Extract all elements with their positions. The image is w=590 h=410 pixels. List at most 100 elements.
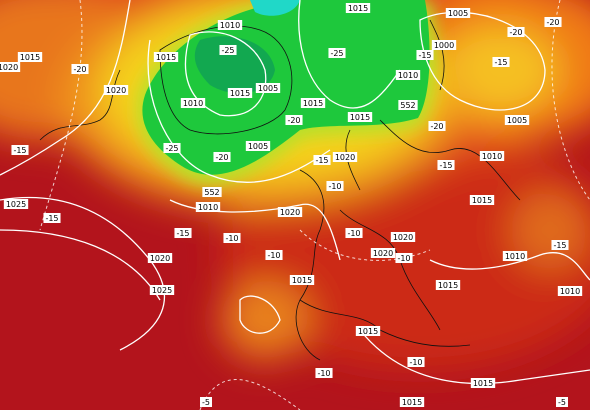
contour-label: -15 [174,228,192,238]
label-text: -20 [73,65,86,74]
label-box [180,98,206,108]
label-box [313,155,331,165]
contour-label: -25 [219,45,237,55]
label-text: -10 [317,369,330,378]
label-text: -20 [215,153,228,162]
label-text: 1015 [303,99,323,108]
label-text: -10 [225,234,238,243]
label-text: 1000 [434,41,454,50]
label-box [347,112,373,122]
label-box [300,98,326,108]
contour-label: -20 [428,121,446,131]
contour-label: -25 [328,48,346,58]
label-box [43,213,61,223]
contour-label: 1010 [479,151,505,161]
label-text: 1005 [507,116,527,125]
label-text: -15 [439,161,452,170]
contour-label: 1025 [149,285,175,295]
label-box [213,152,231,162]
contour-label: 1015 [153,52,179,62]
label-box [399,397,425,407]
label-box [71,64,89,74]
contour-label: -15 [416,50,434,60]
label-text: 1025 [6,200,26,209]
label-box [431,40,457,50]
label-box [435,280,461,290]
label-text: 1015 [438,281,458,290]
label-text: 1010 [505,252,525,261]
contour-label: -10 [315,368,333,378]
contour-label: 1015 [399,397,425,407]
label-box [103,85,129,95]
label-text: -10 [347,229,360,238]
label-box [17,52,43,62]
contour-label: 1020 [277,207,303,217]
label-box [277,207,303,217]
label-box [223,233,241,243]
label-box [11,145,29,155]
label-text: -10 [267,251,280,260]
contour-label: 1010 [180,98,206,108]
label-text: -15 [494,58,507,67]
label-text: 1020 [106,86,126,95]
label-text: 1005 [258,84,278,93]
label-box [174,228,192,238]
label-text: -20 [546,18,559,27]
contour-label: 1015 [227,88,253,98]
contour-label: -20 [213,152,231,162]
label-box [469,195,495,205]
contour-label: 1015 [289,275,315,285]
label-text: 1015 [473,379,493,388]
label-box [502,251,528,261]
label-box [395,253,413,263]
contour-label: 1010 [502,251,528,261]
label-text: 1015 [358,327,378,336]
label-box [219,45,237,55]
contour-label: 1020 [332,152,358,162]
label-box [227,88,253,98]
label-text: 1010 [198,203,218,212]
contour-label: -15 [11,145,29,155]
label-box [504,115,530,125]
label-text: 1010 [183,99,203,108]
label-text: -20 [509,28,522,37]
label-text: 1015 [350,113,370,122]
label-text: -15 [315,156,328,165]
label-text: -10 [409,358,422,367]
contour-labels: 1010 1015 -25 1015 1005 1010 -25 -20 1005 1015 -25… [0,3,583,407]
contour-label: -10 [407,357,425,367]
contour-label: 1005 [445,8,471,18]
label-text: 552 [400,101,415,110]
label-box [492,57,510,67]
label-box [428,121,446,131]
label-box [326,181,344,191]
label-text: 1020 [280,208,300,217]
contour-label: 552 [398,100,418,110]
contour-label: 1005 [504,115,530,125]
contour-label: 1005 [245,141,271,151]
label-box [163,143,181,153]
label-text: 1005 [248,142,268,151]
label-box [355,326,381,336]
contour-label: 1015 [355,326,381,336]
label-text: -15 [13,146,26,155]
contour-label: 1015 [470,378,496,388]
contour-label: -25 [163,143,181,153]
contour-label: -10 [223,233,241,243]
contour-label: 1015 [17,52,43,62]
label-text: 552 [204,188,219,197]
label-text: -15 [418,51,431,60]
contour-label: -15 [313,155,331,165]
label-text: -15 [176,229,189,238]
label-box [407,357,425,367]
contour-label: 1015 [469,195,495,205]
label-box [255,83,281,93]
contour-label: 552 [202,187,222,197]
contour-label: -20 [507,27,525,37]
contour-label: -15 [551,240,569,250]
contour-label: 1010 [217,20,243,30]
label-box [437,160,455,170]
label-box [445,8,471,18]
label-text: 1020 [335,153,355,162]
